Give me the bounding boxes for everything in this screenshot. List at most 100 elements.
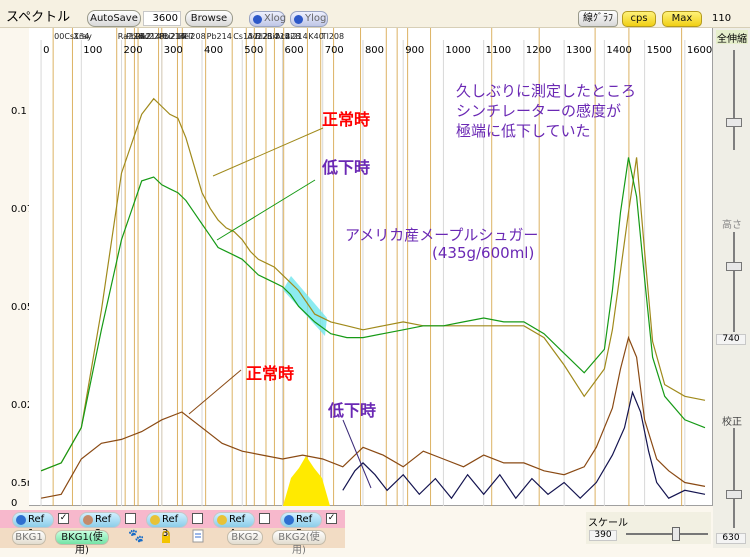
radio-icon: [294, 15, 303, 24]
note-line-2: シンチレーターの感度が: [456, 102, 622, 120]
scale-slider-track: [626, 533, 708, 535]
autosave-button[interactable]: AutoSave: [87, 10, 141, 27]
bkg1-use-button[interactable]: BKG1(使用): [55, 530, 109, 556]
x-tick-label: 600: [284, 45, 303, 56]
arrow-normal-bottom: [188, 369, 242, 415]
calib-slider-track: [733, 428, 735, 528]
label-normal-top: 正常時: [322, 110, 371, 129]
ref-3-button[interactable]: Ref 3: [146, 512, 188, 539]
scale-value: 390: [589, 530, 617, 541]
ref-5-checkbox[interactable]: ✓: [326, 513, 337, 524]
series-line-olive: [40, 97, 706, 472]
isotope-label: Tl208: [182, 32, 205, 41]
x-tick-label: 300: [164, 45, 183, 56]
ref-1-button[interactable]: Ref 1: [12, 512, 54, 539]
max-button[interactable]: Max: [662, 11, 702, 27]
x-tick-label: 100: [83, 45, 102, 56]
right-value: 110: [712, 13, 732, 24]
x-tick-label: 1000: [445, 45, 470, 56]
ref-color-icon: [16, 515, 26, 525]
list-icon[interactable]: [192, 529, 204, 543]
ref-color-icon: [284, 515, 294, 525]
ref-2-checkbox[interactable]: [125, 513, 136, 524]
ref-1-checkbox[interactable]: ✓: [58, 513, 69, 524]
isotope-label: Tl208: [321, 32, 344, 41]
isotope-label: Be7: [178, 32, 194, 41]
isotope-label: Pb214: [160, 32, 185, 41]
browse-button[interactable]: Browse: [185, 10, 233, 27]
arrow-low-bottom: [342, 419, 372, 489]
x-tick-label: 1100: [486, 45, 511, 56]
isotope-label: Ac228: [275, 32, 300, 41]
x-tick-label: 200: [124, 45, 143, 56]
note-line-3: 極端に低下していた: [456, 122, 591, 140]
zoom-slider-thumb[interactable]: [726, 118, 742, 127]
isotope-label: Ac228: [139, 32, 164, 41]
bkg2-button[interactable]: BKG2: [227, 530, 263, 545]
ylog-toggle[interactable]: Ylog: [290, 11, 328, 27]
ref-2-button[interactable]: Ref 2: [79, 512, 121, 539]
spectrum-plot[interactable]: 0 100 200 300 400 500 600 700 800 900 1000 1100 1200…: [29, 28, 713, 506]
x-tick-label: 1300: [566, 45, 591, 56]
sample-amount-label: (435g/600ml): [432, 244, 535, 262]
xlog-label: Xlog: [264, 13, 287, 24]
bkg1-button[interactable]: BKG1: [12, 530, 46, 545]
lock-icon[interactable]: [161, 530, 171, 543]
ref-4-checkbox[interactable]: [259, 513, 270, 524]
ref-3-checkbox[interactable]: [192, 513, 203, 524]
series-line-green: [40, 157, 706, 472]
peak-fill: [283, 456, 330, 506]
scale-slider-thumb[interactable]: [672, 527, 680, 541]
arrow-normal-top: [212, 127, 324, 177]
x-tick-label: 500: [244, 45, 263, 56]
arrow-low-top: [216, 179, 316, 241]
y-tick-label: 0.05: [11, 302, 34, 314]
isotope-label: Ac228: [247, 32, 272, 41]
scale-label: スケール: [588, 518, 628, 529]
isotope-label: Bi214: [285, 32, 308, 41]
x-tick-label: 900: [405, 45, 424, 56]
x-tick-label: 700: [325, 45, 344, 56]
label-normal-bottom: 正常時: [246, 364, 295, 383]
height-slider-thumb[interactable]: [726, 262, 742, 271]
isotope-label: Cs137: [233, 32, 258, 41]
line-graph-button[interactable]: 線ｸﾞﾗﾌ: [578, 10, 618, 27]
bkg2-use-button[interactable]: BKG2(使用): [272, 530, 326, 556]
x-tick-label: 400: [204, 45, 223, 56]
spectrum-chart: 0 100 200 300 400 500 600 700 800 900 1000 1100 1200…: [40, 28, 712, 506]
xlog-toggle[interactable]: Xlog: [249, 11, 287, 27]
calib-slider-thumb[interactable]: [726, 490, 742, 499]
y-tick-label: 0.025: [11, 400, 40, 412]
sample-label: アメリカ産メープルシュガー: [345, 226, 539, 244]
y-tick-label: 0.1: [11, 106, 27, 118]
isotope-label: 00Cs134: [54, 32, 89, 41]
y-tick-label: 0.075: [11, 204, 40, 216]
series-line-brown: [40, 335, 706, 499]
ref-4-button[interactable]: Ref 4: [213, 512, 255, 539]
isotope-label: Bi214: [163, 32, 186, 41]
calib-label: 校正: [722, 417, 742, 428]
ref-label: Ref 3: [162, 514, 179, 539]
height-slider-track: [733, 232, 735, 332]
highlight-band: [283, 276, 327, 336]
isotope-label: Pb212: [126, 32, 151, 41]
window-title: スペクトル: [6, 10, 71, 25]
x-tick-label: 1500: [647, 45, 672, 56]
ref-5-button[interactable]: Ref 5: [280, 512, 322, 539]
isotope-label: Pb214: [207, 32, 232, 41]
calib-value: 630: [716, 533, 746, 544]
paw-icon[interactable]: 🐾: [128, 529, 145, 544]
isotope-label: Ra226: [118, 32, 144, 41]
series-line-navy: [342, 390, 706, 500]
cps-button[interactable]: cps: [622, 11, 656, 27]
radio-icon: [253, 15, 262, 24]
note-line-1: 久しぶりに測定したところ: [456, 82, 637, 100]
label-low-top: 低下時: [322, 158, 371, 177]
label-low-bottom: 低下時: [328, 401, 377, 420]
height-value: 740: [716, 334, 746, 345]
x-tick-label: 1600: [687, 45, 712, 56]
ref-color-icon: [83, 515, 93, 525]
count-input[interactable]: 3600: [143, 11, 181, 26]
zoom-all-button[interactable]: 全伸縮: [716, 30, 748, 45]
height-label: 高さ: [722, 220, 742, 231]
